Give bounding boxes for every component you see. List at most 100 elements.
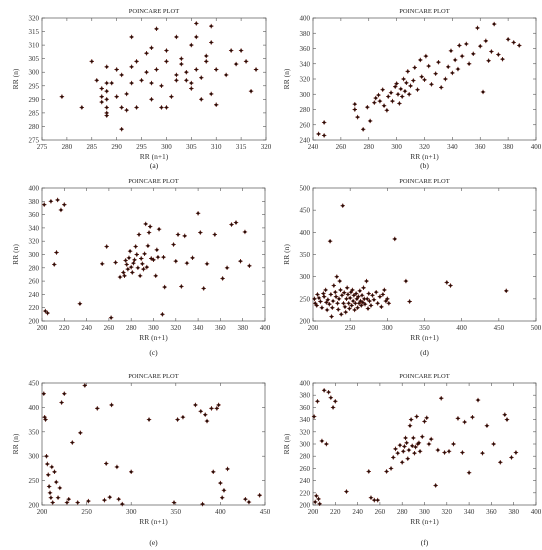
data-point xyxy=(385,108,389,112)
data-point xyxy=(130,65,133,69)
data-point xyxy=(418,450,422,453)
x-tick-label: 200 xyxy=(37,324,48,332)
data-point xyxy=(87,499,90,503)
data-point xyxy=(203,413,207,417)
x-tick-label: 380 xyxy=(508,508,519,516)
y-axis-label: RR (n) xyxy=(282,244,291,265)
data-point xyxy=(369,304,373,307)
data-point xyxy=(160,84,163,88)
data-point xyxy=(360,293,364,297)
data-point xyxy=(229,49,233,52)
data-point xyxy=(447,450,451,453)
data-point xyxy=(405,81,408,85)
data-point xyxy=(437,60,440,64)
data-point xyxy=(439,86,443,89)
scatter-panel-c: POINCARE PLOT 200 220 240 260 280 300 320 340 360… xyxy=(11,178,271,357)
x-tick-label: 400 xyxy=(456,324,467,332)
data-point xyxy=(248,264,251,268)
data-point xyxy=(329,293,333,296)
chart-title: POINCARE PLOT xyxy=(128,178,178,185)
y-tick-label: 320 xyxy=(300,428,311,436)
y-tick-label: 280 xyxy=(29,123,40,131)
data-point xyxy=(190,87,193,90)
data-point xyxy=(226,467,229,471)
data-point xyxy=(499,461,502,464)
data-point xyxy=(429,437,433,441)
plot-frame xyxy=(41,17,267,141)
data-point xyxy=(44,309,47,313)
data-points xyxy=(316,21,522,138)
data-point xyxy=(331,406,335,409)
data-point xyxy=(137,233,141,236)
data-point xyxy=(114,261,117,264)
x-tick-label: 220 xyxy=(59,324,70,332)
x-tick-label: 200 xyxy=(308,324,319,332)
y-tick-label: 315 xyxy=(29,28,40,36)
data-point xyxy=(374,290,378,294)
y-tick-label: 310 xyxy=(29,42,40,50)
data-point xyxy=(415,415,418,418)
x-tick-label: 305 xyxy=(186,143,197,151)
y-tick-label: 380 xyxy=(300,392,311,400)
data-point xyxy=(199,76,203,79)
data-point xyxy=(357,301,361,305)
data-point xyxy=(374,96,378,100)
y-tick-label: 400 xyxy=(300,380,311,388)
data-point xyxy=(434,484,437,487)
data-point xyxy=(331,299,335,303)
data-point xyxy=(317,296,321,300)
data-point xyxy=(148,225,152,228)
x-tick-label: 280 xyxy=(62,143,73,151)
data-point xyxy=(386,95,390,98)
x-tick-label: 300 xyxy=(391,143,402,151)
data-point xyxy=(342,291,346,294)
y-tick-label: 290 xyxy=(29,96,40,104)
y-tick-label: 280 xyxy=(300,453,311,461)
y-tick-label: 320 xyxy=(300,76,311,84)
data-point xyxy=(452,442,455,446)
data-point xyxy=(402,450,405,453)
data-point xyxy=(332,284,336,287)
y-tick-label: 200 xyxy=(29,318,40,326)
y-tick-label: 340 xyxy=(29,224,40,232)
y-tick-label: 260 xyxy=(300,465,311,473)
data-point xyxy=(407,92,411,96)
data-point xyxy=(185,79,188,82)
data-point xyxy=(348,296,352,300)
y-tick-label: 300 xyxy=(29,69,40,77)
data-point xyxy=(79,431,82,435)
chart-title: POINCARE PLOT xyxy=(399,373,449,380)
data-point xyxy=(152,258,155,262)
data-point xyxy=(410,444,414,448)
data-point xyxy=(478,44,482,48)
data-point xyxy=(124,259,127,262)
data-point xyxy=(45,454,48,458)
data-point xyxy=(445,281,449,284)
y-axis-label: RR (n) xyxy=(11,433,20,454)
data-point xyxy=(484,39,488,43)
panel-caption: (b) xyxy=(420,161,429,170)
data-point xyxy=(400,95,404,98)
data-point xyxy=(444,77,447,81)
data-point xyxy=(398,443,402,447)
y-tick-label: 280 xyxy=(300,106,311,114)
data-point xyxy=(183,234,187,238)
x-tick-label: 315 xyxy=(236,143,247,151)
x-tick-label: 250 xyxy=(345,324,356,332)
data-point xyxy=(481,451,484,455)
data-point xyxy=(463,420,466,424)
data-point xyxy=(346,293,350,296)
data-point xyxy=(316,400,319,403)
y-tick-label: 400 xyxy=(300,15,311,23)
data-point xyxy=(123,274,126,278)
y-tick-label: 360 xyxy=(300,45,311,53)
x-tick-label: 260 xyxy=(336,143,347,151)
data-point xyxy=(196,211,200,215)
data-point xyxy=(334,290,337,294)
x-tick-label: 320 xyxy=(261,143,272,151)
x-tick-label: 240 xyxy=(308,143,319,151)
data-point xyxy=(60,95,64,98)
data-point xyxy=(443,451,446,454)
data-point xyxy=(367,292,371,295)
y-tick-label: 400 xyxy=(29,404,40,412)
